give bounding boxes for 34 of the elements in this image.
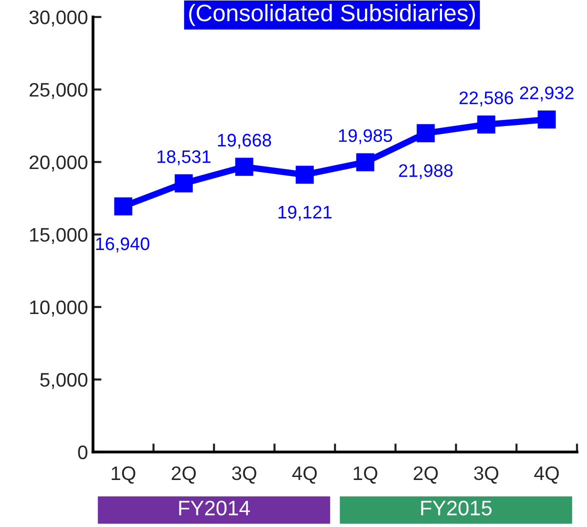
y-tick-label: 30,000 [29, 10, 88, 27]
x-tick-label: 1Q [354, 466, 378, 484]
text: FY2014 [179, 500, 250, 516]
point [416, 124, 435, 142]
chart-title: (Consolidated Subsidiaries) [189, 4, 475, 26]
point [477, 115, 496, 134]
data-label: 19,985 [339, 129, 392, 144]
data-label: 18,531 [158, 150, 210, 166]
y-tick-label: 15,000 [30, 228, 88, 244]
data-label: 21,988 [399, 164, 453, 180]
y-tick-label: 5,000 [40, 372, 88, 390]
data-label: 22,586 [460, 91, 514, 106]
data-label: 19,121 [278, 206, 332, 221]
point [296, 166, 314, 184]
data-label: 19,668 [218, 134, 272, 149]
x-tick-label: 4Q [292, 466, 317, 484]
x-tick-label: 2Q [414, 466, 438, 484]
y-tick-label: 10,000 [30, 300, 88, 317]
x-tick-label: 3Q [232, 466, 256, 484]
x-tick-label: 1Q [112, 466, 136, 484]
point [174, 174, 193, 192]
y-tick-label: 25,000 [30, 82, 88, 100]
point [356, 153, 374, 172]
point [235, 158, 254, 176]
data-label: 16,940 [96, 237, 150, 252]
x-tick-label: 2Q [172, 466, 196, 484]
x-tick-label: 3Q [474, 466, 498, 484]
x-tick-label: 4Q [534, 466, 559, 484]
y-tick-label: 0 [78, 445, 88, 460]
point [538, 110, 556, 129]
y-tick-label: 20,000 [30, 155, 88, 172]
point [114, 197, 132, 216]
data-label: 22,932 [520, 86, 574, 102]
text: FY2015 [421, 500, 492, 516]
